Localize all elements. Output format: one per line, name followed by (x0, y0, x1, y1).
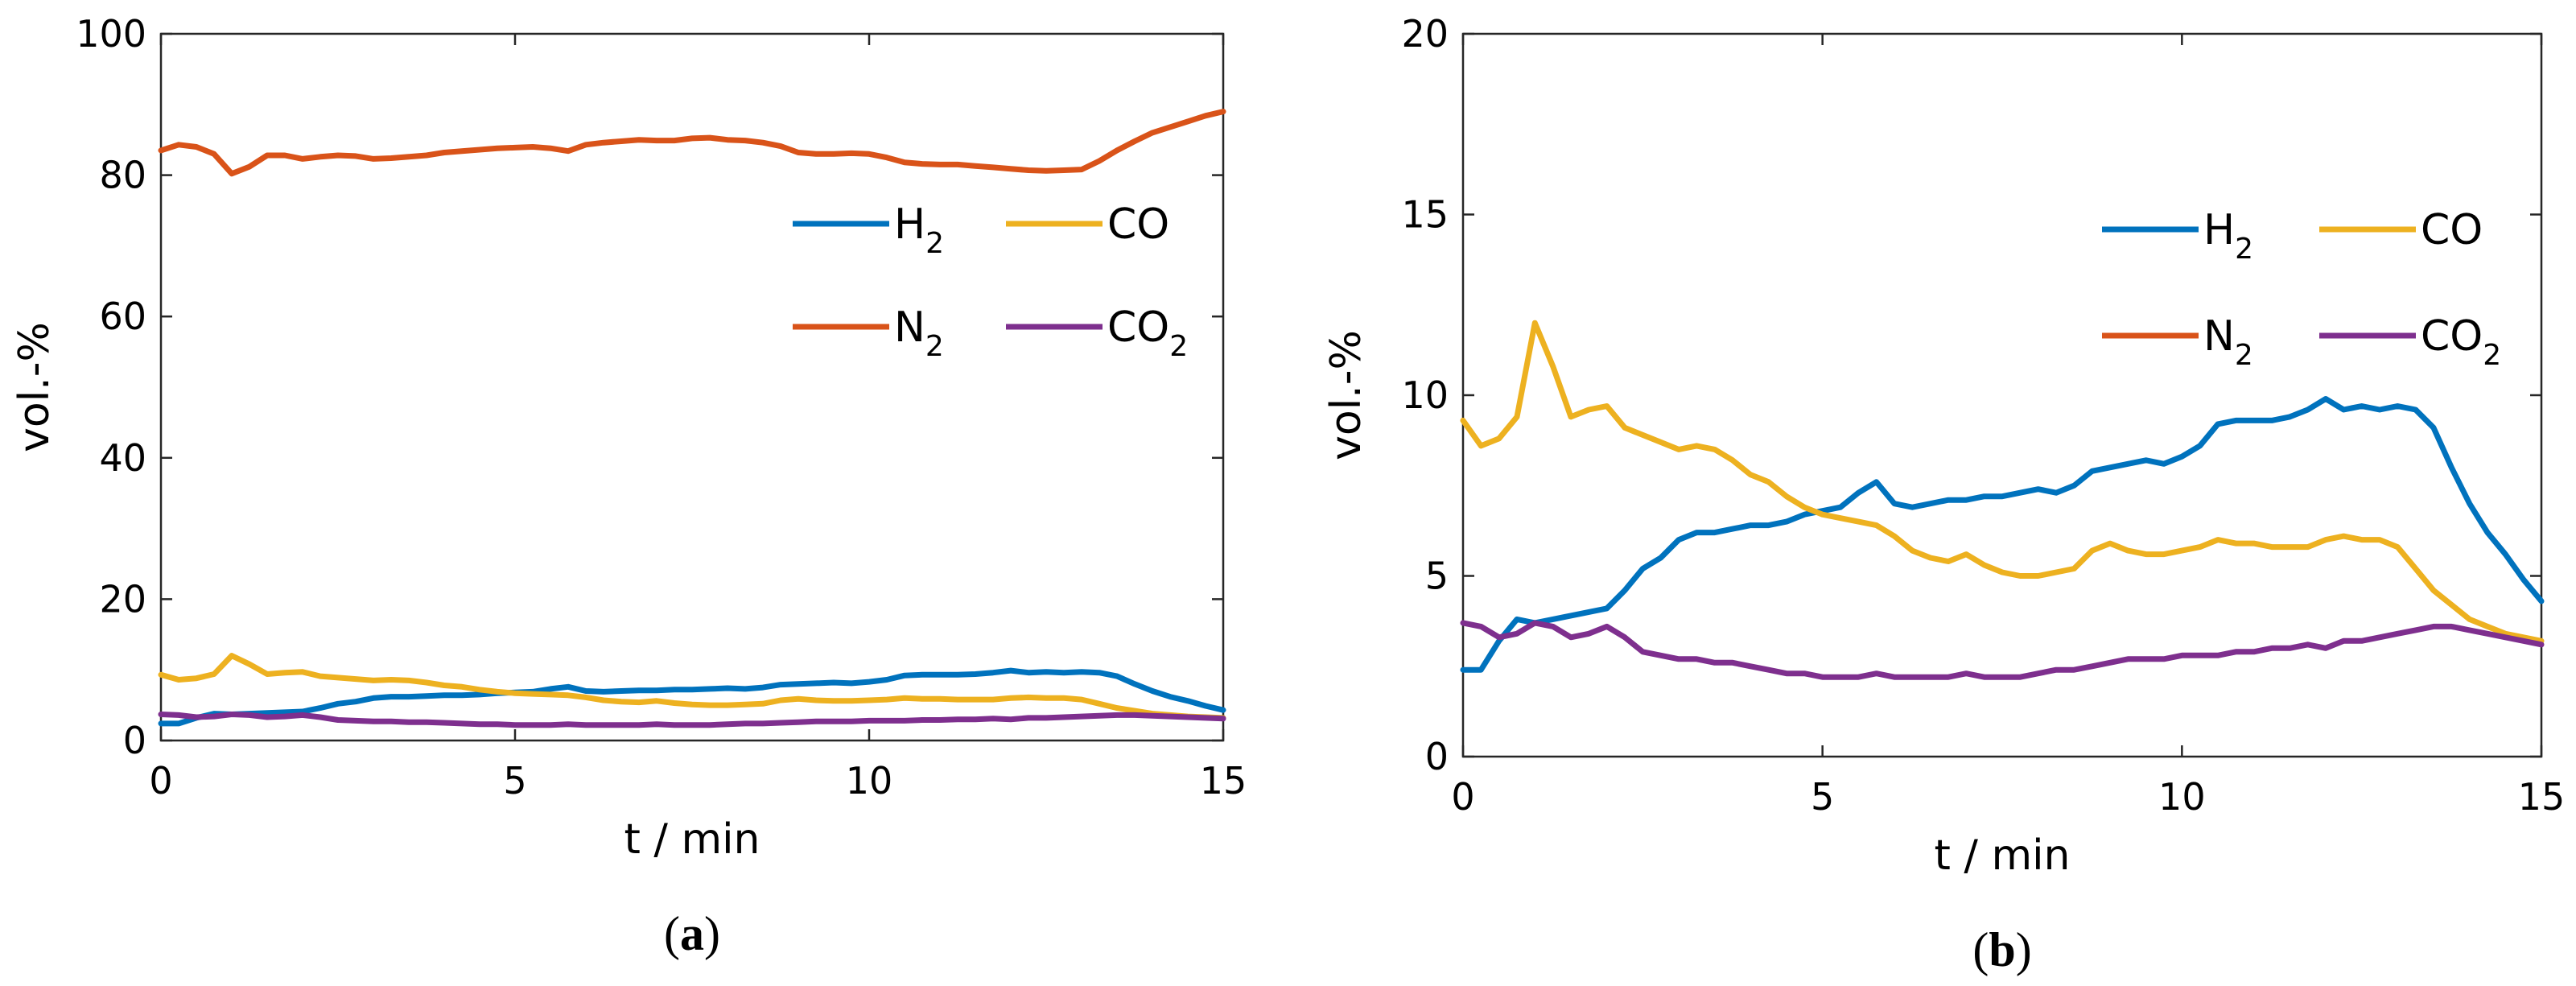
legend: H2 CO N2 CO2 (2102, 206, 2501, 372)
y-tick-label: 40 (99, 436, 146, 480)
y-tick-label: 15 (1401, 193, 1449, 237)
legend-label-h2: H2 (894, 200, 944, 260)
y-axis-label: vol.-% (10, 322, 59, 452)
x-tick-label: 10 (846, 759, 893, 802)
x-tick-label: 0 (1451, 775, 1474, 819)
series-line-h2 (158, 667, 1226, 727)
legend-label-co: CO (1107, 200, 1169, 249)
y-tick-label: 0 (1425, 735, 1449, 778)
y-tick-label: 100 (76, 12, 146, 56)
series-line-co (1460, 320, 2545, 644)
plot-area-frame (1461, 32, 2543, 758)
series-line-co2 (1460, 620, 2545, 680)
x-axis-label: t / min (624, 815, 760, 864)
y-tick-label: 10 (1401, 373, 1449, 417)
x-tick-label: 5 (503, 759, 526, 802)
series-line-n2 (158, 109, 1226, 177)
series-line-co2 (158, 712, 1226, 728)
series-line-co (158, 653, 1226, 721)
y-tick-label: 80 (99, 154, 146, 197)
legend-label-n2: N2 (2203, 312, 2253, 372)
chart-panel-b: 0 5 10 15 0 5 10 15 20 t / min vol.-% H2 CO N2 CO2 (b) (1322, 12, 2565, 976)
x-tick-label: 15 (1200, 759, 1247, 802)
x-axis-label: t / min (1934, 831, 2070, 880)
panel-label-b: (b) (1972, 923, 2031, 976)
y-tick-label: 60 (99, 295, 146, 338)
panel-label-a: (a) (664, 907, 720, 960)
plot-area-frame (159, 32, 1225, 742)
series-line-h2 (1460, 396, 2545, 673)
y-tick-label: 20 (99, 577, 146, 621)
legend: H2 CO N2 CO2 (793, 200, 1188, 363)
x-tick-label: 15 (2518, 775, 2566, 819)
y-tick-label: 20 (1401, 12, 1449, 56)
chart-panel-a: 0 5 10 15 0 20 40 60 80 100 t / min vol.-% H2 CO N2 CO2… (10, 12, 1247, 960)
legend-label-co: CO (2421, 206, 2483, 254)
y-tick-label: 5 (1425, 555, 1449, 598)
legend-label-n2: N2 (894, 303, 944, 363)
legend-label-co2: CO2 (2421, 312, 2501, 372)
y-axis-label: vol.-% (1322, 330, 1370, 460)
x-tick-label: 0 (149, 759, 172, 802)
legend-label-co2: CO2 (1107, 303, 1188, 363)
y-tick-label: 0 (123, 719, 146, 762)
x-tick-label: 5 (1811, 775, 1834, 819)
x-tick-label: 10 (2158, 775, 2206, 819)
legend-label-h2: H2 (2203, 206, 2253, 266)
